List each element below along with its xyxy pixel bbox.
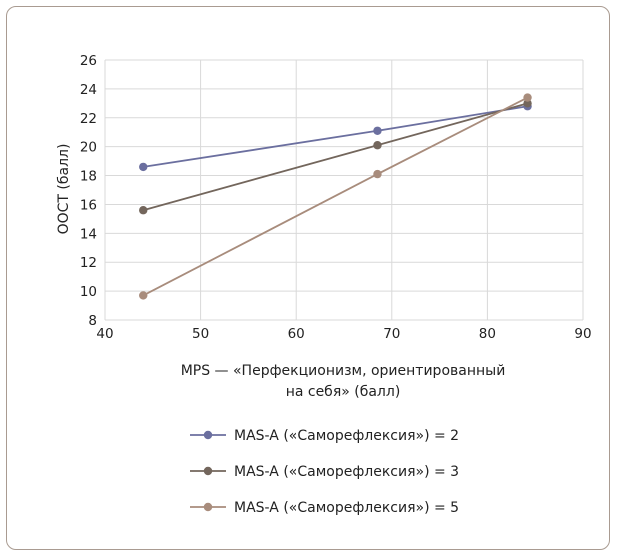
legend-label: MAS-A («Саморефлексия») = 5 <box>234 500 459 516</box>
y-tick-label: 20 <box>80 140 97 156</box>
series-1-point <box>139 162 148 172</box>
y-tick-labels: 8 10 12 14 16 18 20 22 24 26 <box>80 53 97 329</box>
legend-swatch-marker <box>203 466 213 476</box>
x-tick-label: 50 <box>192 326 209 342</box>
series-1-point <box>373 126 382 135</box>
y-axis-title: ООСТ (балл) <box>56 144 72 235</box>
x-tick-label: 70 <box>383 326 400 342</box>
x-tick-label: 80 <box>479 326 496 342</box>
x-tick-label: 60 <box>288 326 305 342</box>
legend-label: MAS-A («Саморефлексия») = 3 <box>234 464 459 480</box>
legend-item-1: MAS-A («Саморефлексия») = 2 <box>190 428 459 444</box>
x-axis-title-line-2: на себя» (балл) <box>286 384 401 400</box>
y-tick-label: 12 <box>80 255 97 271</box>
series-3-point <box>139 291 148 300</box>
series-2-point <box>139 206 148 215</box>
series-layer <box>139 93 532 300</box>
grid-lines <box>104 59 584 321</box>
legend-swatch-marker <box>203 430 213 440</box>
chart-frame <box>6 6 610 550</box>
y-tick-label: 24 <box>80 82 97 98</box>
y-tick-label: 10 <box>80 284 97 300</box>
series-2-point <box>373 141 382 150</box>
y-tick-label: 14 <box>80 226 97 242</box>
legend-swatch-marker <box>203 502 213 512</box>
y-tick-label: 22 <box>80 111 97 127</box>
y-tick-label: 26 <box>80 53 97 69</box>
x-tick-label: 40 <box>96 326 113 342</box>
legend: MAS-A («Саморефлексия») = 2 MAS-A («Самор… <box>190 428 459 516</box>
y-tick-label: 16 <box>80 197 97 213</box>
series-3-point <box>373 169 382 179</box>
series-3-point <box>523 93 532 102</box>
legend-label: MAS-A («Саморефлексия») = 2 <box>234 428 459 444</box>
y-tick-label: 8 <box>88 313 97 329</box>
x-tick-label: 90 <box>574 326 591 342</box>
legend-item-2: MAS-A («Саморефлексия») = 3 <box>190 464 459 480</box>
x-tick-labels: 40 50 60 70 80 90 <box>96 326 591 342</box>
y-tick-label: 18 <box>80 169 97 185</box>
legend-item-3: MAS-A («Саморефлексия») = 5 <box>190 500 459 516</box>
series-2-point <box>523 99 532 108</box>
x-axis-title-line-1: MPS — «Перфекционизм, ориентированный <box>181 363 506 379</box>
